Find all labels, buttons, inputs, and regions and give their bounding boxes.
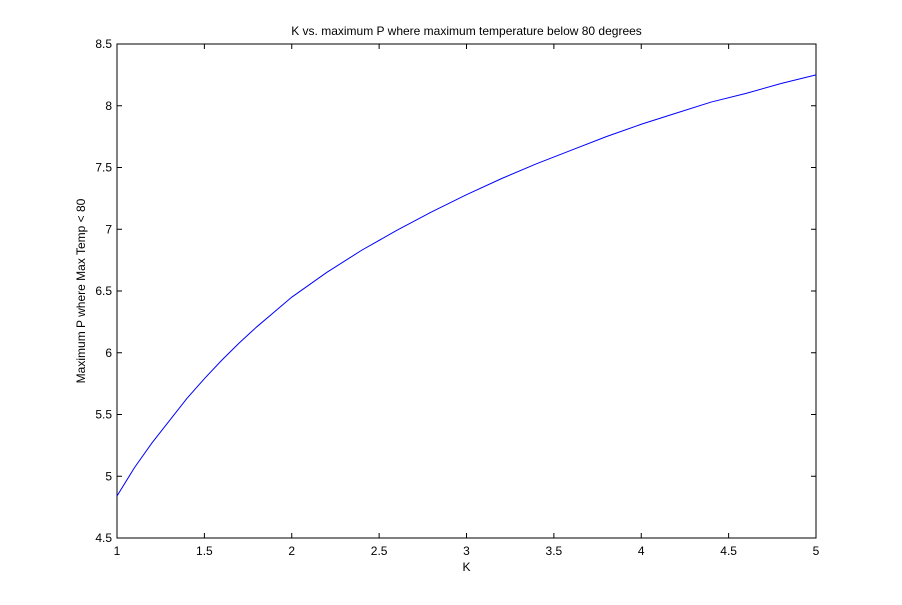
y-tick-label: 4.5: [95, 531, 112, 545]
x-tick-label: 1: [114, 544, 121, 558]
plot-area: [116, 43, 817, 539]
y-tick-label: 6.5: [95, 284, 112, 298]
x-axis-ticks: 1 1.5 2 2.5 3 3.5 4 4.5 5: [114, 44, 820, 558]
x-tick-label: 1.5: [196, 544, 213, 558]
y-tick-label: 8.5: [95, 37, 112, 51]
x-tick-label: 2.5: [371, 544, 388, 558]
x-tick-label: 3: [463, 544, 470, 558]
y-tick-label: 7.5: [95, 161, 112, 175]
y-axis-title: Maximum P where Max Temp < 80: [74, 198, 88, 383]
x-tick-label: 2: [288, 544, 295, 558]
y-tick-label: 5.5: [95, 408, 112, 422]
x-tick-label: 5: [813, 544, 820, 558]
y-tick-label: 6: [105, 346, 112, 360]
series-line: [116, 74, 817, 497]
y-tick-label: 5: [105, 469, 112, 483]
x-tick-label: 3.5: [546, 544, 563, 558]
chart-title: K vs. maximum P where maximum temperatur…: [291, 24, 642, 38]
x-tick-label: 4: [638, 544, 645, 558]
x-axis-title: K: [462, 560, 470, 574]
y-tick-label: 8: [105, 99, 112, 113]
y-axis-ticks: 4.5 5 5.5 6 6.5 7 7.5 8 8.5: [95, 37, 816, 545]
x-tick-label: 4.5: [720, 544, 737, 558]
y-tick-label: 7: [105, 222, 112, 236]
